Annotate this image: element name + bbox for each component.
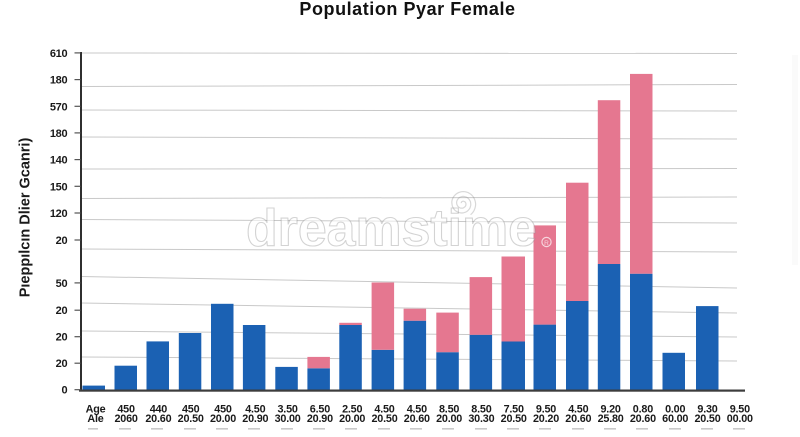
svg-text:20.60: 20.60: [145, 413, 171, 425]
svg-text:150: 150: [50, 181, 68, 193]
svg-text:20.50: 20.50: [178, 413, 204, 425]
svg-text:6.50: 6.50: [310, 403, 330, 415]
svg-text:8.50: 8.50: [471, 403, 491, 415]
svg-text:180: 180: [50, 75, 68, 87]
svg-text:20.50: 20.50: [371, 413, 397, 425]
svg-text:9.50: 9.50: [730, 403, 750, 415]
svg-text:140: 140: [50, 155, 68, 167]
svg-text:20: 20: [56, 332, 68, 344]
svg-text:450: 450: [214, 403, 232, 415]
svg-text:50: 50: [56, 278, 68, 290]
svg-text:R: R: [544, 240, 549, 247]
svg-text:4.50: 4.50: [407, 403, 427, 415]
svg-text:20.00: 20.00: [210, 413, 236, 425]
svg-text:20.00: 20.00: [436, 413, 462, 425]
svg-text:2.50: 2.50: [342, 403, 362, 415]
svg-text:Ale: Ale: [87, 413, 103, 425]
svg-text:20.20: 20.20: [533, 413, 559, 425]
svg-text:20: 20: [56, 235, 68, 247]
svg-text:610: 610: [50, 48, 68, 60]
svg-text:20.60: 20.60: [565, 413, 591, 425]
svg-text:4.50: 4.50: [245, 403, 265, 415]
svg-text:20.60: 20.60: [630, 413, 656, 425]
svg-text:450: 450: [182, 403, 200, 415]
svg-text:30.30: 30.30: [468, 413, 494, 425]
svg-text:25.80: 25.80: [598, 413, 624, 425]
svg-text:0.80: 0.80: [633, 403, 653, 415]
svg-text:20.50: 20.50: [694, 413, 720, 425]
svg-text:9.20: 9.20: [600, 403, 620, 415]
svg-text:2060: 2060: [114, 413, 137, 425]
svg-text:20.60: 20.60: [404, 413, 430, 425]
svg-text:20.90: 20.90: [307, 413, 333, 425]
svg-text:20: 20: [56, 358, 68, 370]
svg-text:20.00: 20.00: [339, 413, 365, 425]
svg-text:4.50: 4.50: [568, 403, 588, 415]
svg-text:180: 180: [50, 128, 68, 140]
svg-text:3.50: 3.50: [277, 403, 297, 415]
svg-text:9.50: 9.50: [536, 403, 556, 415]
svg-text:7.50: 7.50: [504, 403, 524, 415]
svg-text:20.90: 20.90: [242, 413, 268, 425]
svg-text:00.00: 00.00: [727, 413, 753, 425]
svg-text:4.50: 4.50: [374, 403, 394, 415]
svg-text:20: 20: [56, 305, 68, 317]
svg-text:60.00: 60.00: [662, 413, 688, 425]
svg-text:450: 450: [117, 403, 135, 415]
svg-text:20.50: 20.50: [501, 413, 527, 425]
svg-text:dreamstime: dreamstime: [246, 200, 537, 258]
svg-text:Pıeppılcın Dlier Gcanri): Pıeppılcın Dlier Gcanri): [18, 138, 34, 298]
svg-text:9.30: 9.30: [697, 403, 717, 415]
svg-text:120: 120: [50, 208, 68, 220]
svg-text:0.00: 0.00: [665, 403, 685, 415]
svg-text:570: 570: [50, 101, 68, 113]
svg-text:8.50: 8.50: [439, 403, 459, 415]
svg-text:0: 0: [61, 385, 67, 397]
svg-text:Age: Age: [86, 403, 106, 415]
svg-text:30.00: 30.00: [275, 413, 301, 425]
svg-text:440: 440: [150, 403, 168, 415]
svg-text:Population Pyar Female: Population Pyar Female: [299, 0, 515, 19]
